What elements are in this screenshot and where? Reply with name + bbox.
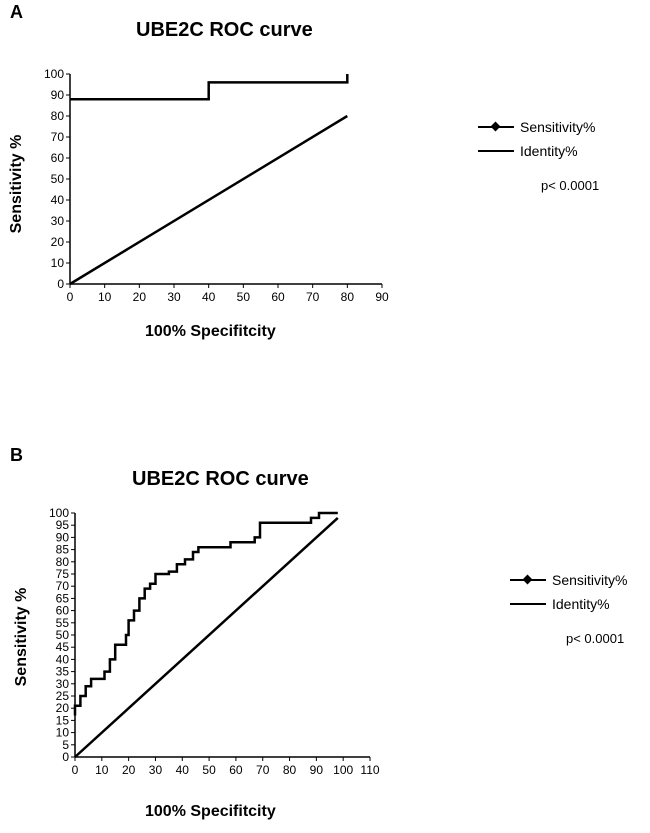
panel-a-x-tick-label: 40: [202, 290, 216, 304]
panel-b-x-tick-label: 80: [283, 763, 297, 777]
panel-b-y-tick-label: 40: [56, 652, 70, 666]
panel-b-legend-identity-label: Identity%: [552, 596, 610, 612]
panel-b-x-tick-label: 0: [72, 763, 79, 777]
panel-a-series-sensitivity-line: [70, 74, 349, 101]
panel-b-y-tick-label: 90: [56, 530, 70, 544]
panel-a-x-tick-label: 80: [341, 290, 355, 304]
panel-a-x-tick-label: 70: [306, 290, 320, 304]
panel-b-x-tick-label: 20: [122, 763, 136, 777]
panel-a-y-tick-label: 80: [51, 109, 65, 123]
identity-line-icon: [510, 603, 546, 605]
sensitivity-line-icon: [478, 121, 514, 132]
panel-b-p-value: p< 0.0001: [566, 631, 625, 646]
panel-b-y-tick-label: 70: [56, 579, 70, 593]
panel-a-y-tick-label: 50: [51, 172, 65, 186]
panel-a-y-tick-label: 20: [51, 235, 65, 249]
panel-b-y-tick-label: 5: [62, 738, 69, 752]
panel-b-y-tick-label: 10: [56, 726, 70, 740]
panel-b-y-tick-label: 55: [56, 616, 70, 630]
identity-line-icon: [478, 150, 514, 152]
panel-b-x-tick-label: 60: [229, 763, 243, 777]
diamond-marker-icon: [522, 574, 533, 585]
panel-a-y-tick-label: 10: [51, 256, 65, 270]
panel-a-y-tick-label: 40: [51, 193, 65, 207]
panel-b-y-tick-label: 45: [56, 640, 70, 654]
panel-a-letter: A: [10, 2, 23, 22]
panel-b-y-tick-label: 60: [56, 604, 70, 618]
panel-a-x-tick-label: 60: [271, 290, 285, 304]
panel-b-x-tick-label: 100: [333, 763, 353, 777]
panel-b-y-tick-label: 50: [56, 628, 70, 642]
panel-b-y-tick-label: 0: [62, 750, 69, 764]
panel-b-legend-identity: Identity%: [510, 592, 627, 616]
sensitivity-line-icon: [510, 574, 546, 585]
panel-a-legend-sensitivity-label: Sensitivity%: [520, 119, 596, 135]
panel-a-legend-sensitivity: Sensitivity%: [478, 115, 595, 139]
panel-a-x-tick-label: 90: [375, 290, 389, 304]
panel-a-p-value: p< 0.0001: [541, 178, 600, 193]
panel-b-y-tick-label: 85: [56, 543, 70, 557]
panel-a-series-identity-line: [69, 114, 348, 286]
panel-a-legend-identity: Identity%: [478, 139, 595, 163]
panel-a-x-tick-label: 0: [67, 290, 74, 304]
panel-b-x-tick-label: 40: [176, 763, 190, 777]
panel-b-series-identity-line: [74, 516, 339, 758]
panel-b-y-tick-label: 100: [49, 506, 69, 520]
panel-b-series-sensitivity-line: [73, 511, 338, 716]
panel-a-chart: 0 10 20 30 40 50 60 70 80 90 0 10 20 30 40 50 60 70 80 90 10…: [44, 67, 389, 304]
panel-a-legend: Sensitivity% Identity%: [478, 115, 595, 163]
panel-b-title: UBE2C ROC curve: [132, 468, 309, 490]
panel-b-y-tick-label: 20: [56, 701, 70, 715]
panel-a-legend-identity-label: Identity%: [520, 143, 578, 159]
panel-a-x-tick-label: 20: [133, 290, 147, 304]
panel-b-x-tick-label: 30: [149, 763, 163, 777]
panel-b-legend-sensitivity: Sensitivity%: [510, 568, 627, 592]
panel-b-x-tick-label: 50: [202, 763, 216, 777]
panel-b-x-tick-label: 110: [360, 763, 379, 777]
panel-a-x-tick-label: 50: [237, 290, 251, 304]
panel-b-x-tick-label: 70: [256, 763, 270, 777]
panel-a-x-axis-label: 100% Specifitcity: [145, 323, 276, 340]
panel-a-y-tick-label: 0: [57, 277, 64, 291]
panel-a-title: UBE2C ROC curve: [136, 19, 313, 41]
panel-a-y-tick-label: 90: [51, 88, 65, 102]
panel-b-x-tick-label: 90: [310, 763, 324, 777]
panel-b-legend: Sensitivity% Identity%: [510, 568, 627, 616]
panel-a-y-tick-label: 70: [51, 130, 65, 144]
panel-b-legend-sensitivity-label: Sensitivity%: [552, 572, 628, 588]
panel-b-chart: 0 10 20 30 40 50 60 70 80 90 100 110051015202530354…: [49, 506, 380, 777]
panel-b-y-tick-label: 15: [56, 713, 70, 727]
panel-a-x-tick-label: 10: [98, 290, 112, 304]
panel-b-y-tick-label: 30: [56, 677, 70, 691]
panel-b-y-tick-label: 65: [56, 591, 70, 605]
diamond-marker-icon: [490, 121, 501, 132]
panel-b-y-tick-label: 75: [56, 567, 70, 581]
panel-b-y-tick-label: 80: [56, 555, 70, 569]
panel-a-x-tick-label: 30: [167, 290, 181, 304]
panel-a-y-tick-label: 30: [51, 214, 65, 228]
panel-b-y-tick-label: 95: [56, 518, 70, 532]
panel-a-y-tick-label: 60: [51, 151, 65, 165]
panel-a-y-tick-label: 100: [44, 67, 64, 81]
panel-b-x-axis-label: 100% Specifitcity: [145, 803, 276, 820]
panel-b-letter: B: [10, 445, 23, 465]
panel-b-y-tick-label: 25: [56, 689, 70, 703]
panel-b-y-tick-label: 35: [56, 665, 70, 679]
panel-b-x-tick-label: 10: [95, 763, 109, 777]
